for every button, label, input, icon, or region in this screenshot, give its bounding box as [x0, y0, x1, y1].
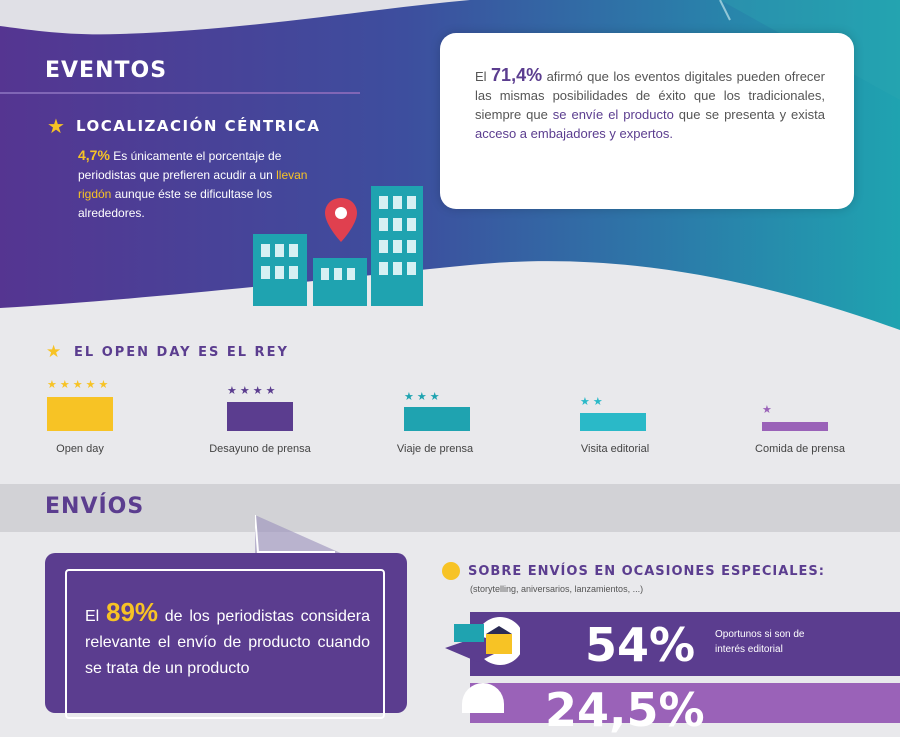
rating-stars: ★★★★: [227, 385, 279, 397]
stat-band-54: [470, 612, 900, 676]
digital-events-text: El 71,4% afirmó que los eventos digitale…: [475, 66, 825, 143]
rating-label: Viaje de prensa: [396, 443, 474, 455]
rating-label: Comida de prensa: [755, 443, 845, 455]
localizacion-heading: LOCALIZACIÓN CÉNTRICA: [76, 117, 321, 135]
stat-24-pct: 24,5%: [545, 683, 705, 737]
envios-box-text: de los periodistas considera relevante e…: [85, 608, 371, 677]
callout-highlight-2: acceso a embajadores y expertos.: [475, 126, 673, 141]
localizacion-highlight: llevan rigdón: [78, 168, 308, 201]
digital-events-callout: El 71,4% afirmó que los eventos digitale…: [440, 33, 854, 209]
rating-bar: [404, 407, 470, 431]
especiales-subtitle: (storytelling, aniversarios, lanzamiento…: [470, 584, 644, 594]
localizacion-text: 4,7% Es únicamente el porcentaje de peri…: [78, 146, 340, 223]
callout-highlight-1: se envíe el producto: [552, 107, 674, 122]
rating-label: Visita editorial: [580, 443, 650, 455]
envios-pct: 89%: [105, 597, 159, 627]
rating-bar: [47, 397, 113, 431]
envios-pre: El: [85, 608, 106, 625]
stat-54-pct: 54%: [585, 618, 696, 672]
dot-icon: [442, 562, 460, 580]
localizacion-text-2: aunque éste se dificultase los alrededor…: [78, 187, 273, 220]
rating-bar: [762, 422, 828, 431]
localizacion-text-1: Es únicamente el porcentaje de periodist…: [78, 149, 282, 182]
envios-decoration: [255, 515, 345, 555]
envios-header-band: [0, 484, 900, 532]
callout-pre: El: [475, 69, 492, 84]
eventos-title-underline: [0, 92, 360, 94]
rating-stars: ★★★: [404, 391, 443, 403]
callout-pct: 71,4%: [491, 65, 543, 85]
rating-stars: ★: [762, 404, 775, 416]
rating-label: Open day: [56, 443, 104, 455]
gift-box-icon: [445, 617, 520, 665]
callout-text-2: que se presenta y exista: [673, 107, 825, 122]
star-icon: ★: [46, 342, 62, 361]
event-ratings: ★★★★★ Open day ★★★★ Desayuno de prensa ★…: [0, 375, 900, 465]
stat-54-text: Oportunos si son de interés editorial: [715, 629, 805, 655]
especiales-heading: SOBRE ENVÍOS EN OCASIONES ESPECIALES:: [468, 564, 825, 579]
product-shipping-box: El 89% de los periodistas considera rele…: [45, 553, 407, 719]
envios-title: ENVÍOS: [45, 494, 145, 519]
eventos-title: EVENTOS: [45, 58, 168, 83]
product-shipping-text: El 89% de los periodistas considera rele…: [85, 599, 370, 682]
localizacion-pct: 4,7%: [78, 147, 110, 163]
open-day-heading: EL OPEN DAY ES EL REY: [74, 345, 289, 360]
callout-text-1: afirmó que los eventos digitales pueden …: [475, 69, 825, 122]
city-buildings-icon: [253, 186, 423, 306]
rating-stars: ★★: [580, 396, 606, 408]
rating-label: Desayuno de prensa: [209, 443, 311, 455]
rating-bar: [580, 413, 646, 431]
rating-bar: [227, 402, 293, 431]
rating-stars: ★★★★★: [47, 379, 112, 391]
star-icon: ★: [47, 116, 65, 138]
